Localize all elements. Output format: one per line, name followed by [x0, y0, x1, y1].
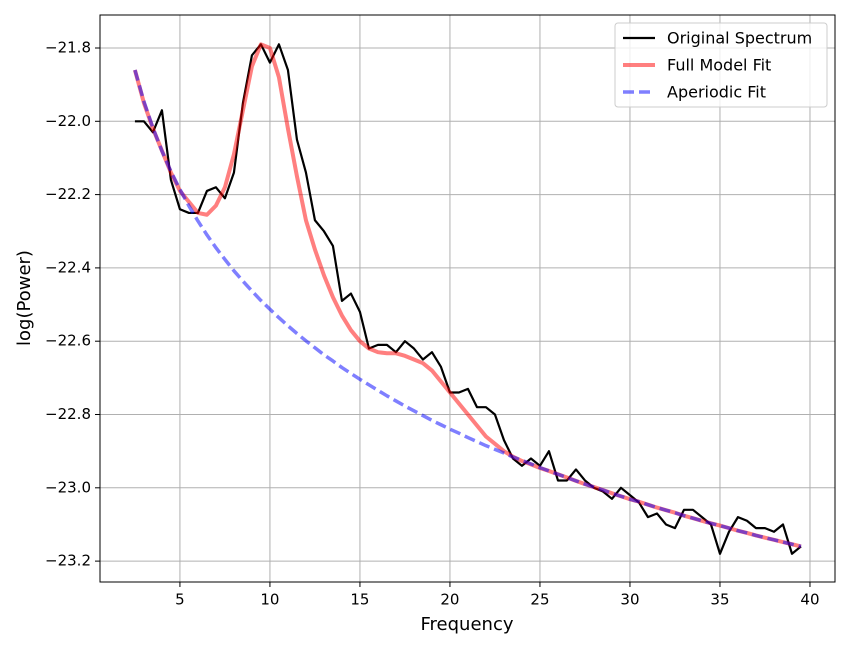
y-tick-label: −21.8 — [45, 38, 91, 56]
x-tick-label: 30 — [620, 591, 639, 609]
x-axis-label: Frequency — [421, 614, 514, 635]
y-tick-label: −22.8 — [45, 405, 91, 423]
legend: Original Spectrum Full Model Fit Aperiodic… — [614, 22, 828, 108]
x-tick-label: 20 — [440, 591, 459, 609]
x-tick-label: 5 — [175, 591, 185, 609]
data-line — [132, 42, 802, 549]
legend-label: Aperiodic Fit — [667, 83, 766, 102]
x-tick-label: 25 — [530, 591, 549, 609]
legend-label: Original Spectrum — [667, 29, 812, 48]
y-tick-label: −22.2 — [45, 185, 91, 203]
y-tick-label: −23.0 — [45, 478, 91, 496]
x-tick-label: 10 — [260, 591, 279, 609]
plot-frame — [99, 14, 836, 583]
y-tick-label: −23.2 — [45, 552, 91, 570]
y-tick-label: −22.6 — [45, 332, 91, 350]
x-tick-label: 15 — [350, 591, 369, 609]
legend-label: Full Model Fit — [667, 56, 771, 75]
data-line — [133, 69, 802, 549]
x-tick-label: 40 — [800, 591, 819, 609]
y-tick-label: −22.4 — [45, 258, 91, 276]
y-axis-label: log(Power) — [14, 250, 35, 346]
y-tick-label: −22.0 — [45, 112, 91, 130]
x-tick-label: 35 — [710, 591, 729, 609]
legend-box — [614, 22, 828, 108]
